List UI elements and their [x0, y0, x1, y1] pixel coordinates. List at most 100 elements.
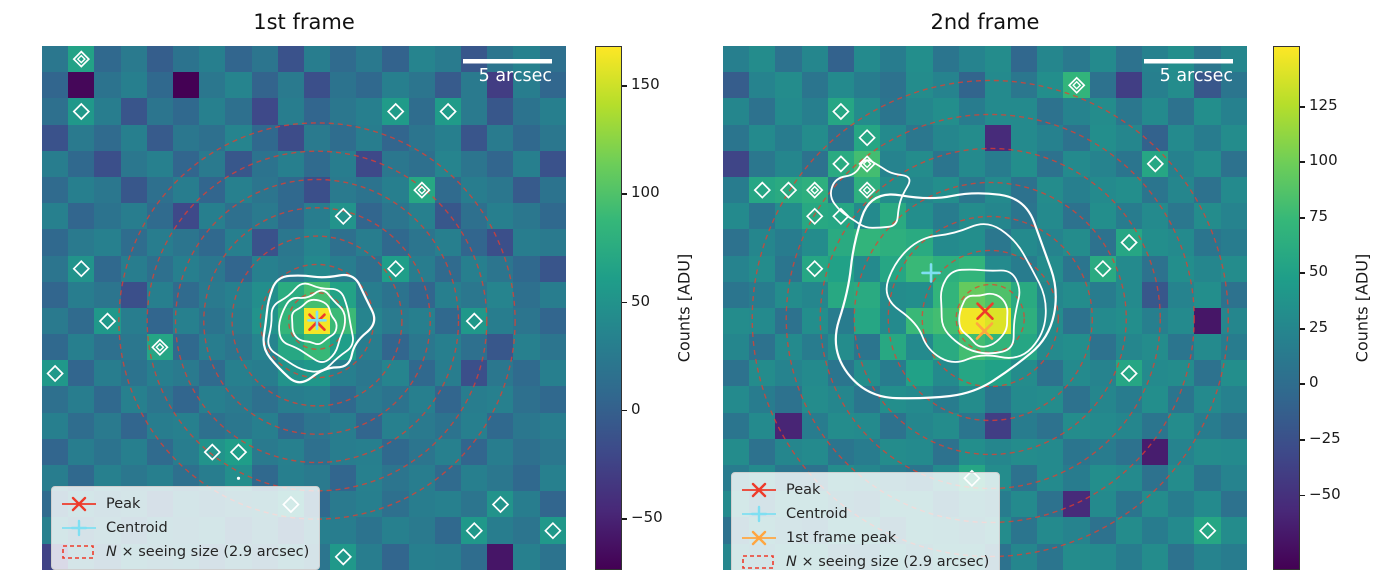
heatmap-cell [723, 360, 750, 387]
heatmap-cell [382, 334, 409, 361]
colorbar-tick [622, 301, 627, 304]
colorbar-tick-label: 0 [1309, 373, 1319, 392]
heatmap-cell [1142, 98, 1169, 125]
heatmap-cell [487, 386, 514, 413]
heatmap-cell [251, 229, 278, 256]
noise-contour [417, 185, 427, 195]
heatmap-cell [251, 124, 278, 151]
heatmap-cell [513, 307, 540, 335]
heatmap-cell [330, 465, 357, 492]
heatmap-cell [120, 150, 147, 177]
heatmap-cell [94, 98, 121, 125]
heatmap-cell [880, 334, 907, 361]
heatmap-cell [1037, 517, 1064, 544]
heatmap-cell [487, 98, 514, 125]
heatmap-cell [853, 438, 881, 465]
heatmap-cell [1037, 438, 1064, 465]
noise-contour [779, 181, 798, 199]
heatmap-cell [1168, 281, 1195, 308]
heatmap-cell [513, 124, 540, 151]
heatmap-cell [723, 203, 750, 230]
heatmap-cell [801, 281, 828, 308]
colorbar-tick [1300, 272, 1305, 275]
heatmap-cell [1194, 465, 1221, 492]
heatmap-cell [461, 386, 488, 413]
heatmap-cell [461, 438, 488, 465]
heatmap-cell [539, 491, 566, 518]
heatmap-cell [723, 72, 750, 99]
heatmap-cell [1220, 360, 1247, 387]
heatmap-cell [749, 98, 776, 125]
heatmap-cell [775, 229, 802, 256]
colorbar-tick-label: −50 [1309, 484, 1341, 503]
heatmap-cell [146, 72, 173, 99]
heatmap-cell [984, 438, 1012, 465]
heatmap-cell [382, 176, 409, 204]
heatmap-cell [408, 72, 435, 99]
heatmap-cell [1037, 334, 1064, 361]
heatmap-cell [42, 229, 69, 256]
x-marker-icon [751, 530, 767, 546]
legend-entry: Peak [60, 493, 309, 515]
heatmap-cell [356, 412, 383, 439]
heatmap-cell [356, 543, 383, 570]
heatmap-cell [513, 281, 540, 308]
heatmap-cell [277, 438, 304, 465]
heatmap-cell [880, 386, 907, 413]
heatmap-cell [434, 360, 461, 387]
heatmap-cell [906, 360, 933, 387]
heatmap-cell [1089, 98, 1116, 125]
legend-label: N × seeing size (2.9 arcsec) [786, 554, 990, 570]
heatmap-cell [1168, 360, 1195, 387]
panel-2nd-frame: 5 arcsec Peak Centroid 1st frame peak N × se… [723, 46, 1247, 570]
seeing-ring [887, 215, 1093, 422]
heatmap-cell [827, 334, 854, 361]
heatmap-cell [277, 124, 304, 151]
heatmap-cell [827, 203, 854, 230]
seeing-ring [146, 150, 488, 492]
legend-entry: Centroid [740, 503, 989, 525]
heatmap-cell [356, 438, 383, 465]
heatmap-cell [1011, 98, 1038, 125]
heatmap-cell [356, 465, 383, 492]
colorbar-tick [622, 518, 627, 520]
heatmap-cell [1115, 150, 1142, 177]
peak-marker [976, 302, 994, 320]
heatmap-cell [539, 281, 566, 308]
plot-overlay: 5 arcsec [46, 50, 562, 566]
heatmap-cell [513, 517, 540, 544]
noise-contour [72, 50, 91, 68]
heatmap-cell [539, 438, 566, 465]
heatmap-cell [801, 72, 828, 99]
heatmap-cell [723, 229, 750, 256]
source-contour [278, 289, 346, 363]
heatmap-cell [958, 98, 985, 125]
heatmap-cell [487, 543, 514, 570]
heatmap-cell [723, 307, 750, 335]
heatmap-cell [408, 281, 435, 308]
source-contour [885, 223, 1047, 363]
heatmap-cell [539, 124, 566, 151]
noise-contour [465, 312, 484, 330]
colorbar-tick [1300, 327, 1305, 330]
heatmap-cell [1089, 543, 1116, 570]
heatmap-cell [303, 229, 331, 256]
heatmap-cell [775, 46, 802, 73]
heatmap-cell [1011, 543, 1038, 570]
heatmap-cell [251, 150, 278, 177]
heatmap-cell [225, 334, 252, 361]
seeing-ring [203, 207, 431, 435]
heatmap-cell [827, 438, 854, 465]
heatmap-cell [958, 307, 985, 335]
heatmap-cell [1142, 229, 1169, 256]
heatmap-cell [94, 386, 121, 413]
heatmap-cell [1037, 307, 1064, 335]
noise-contour [76, 54, 86, 64]
heatmap-cell [1063, 124, 1090, 151]
noise-contour [862, 185, 872, 195]
heatmap-cell [1089, 203, 1116, 230]
colorbar-tick [622, 84, 627, 87]
heatmap-cell [984, 46, 1012, 73]
heatmap-cell [1220, 124, 1247, 151]
heatmap-cell [1220, 176, 1247, 204]
